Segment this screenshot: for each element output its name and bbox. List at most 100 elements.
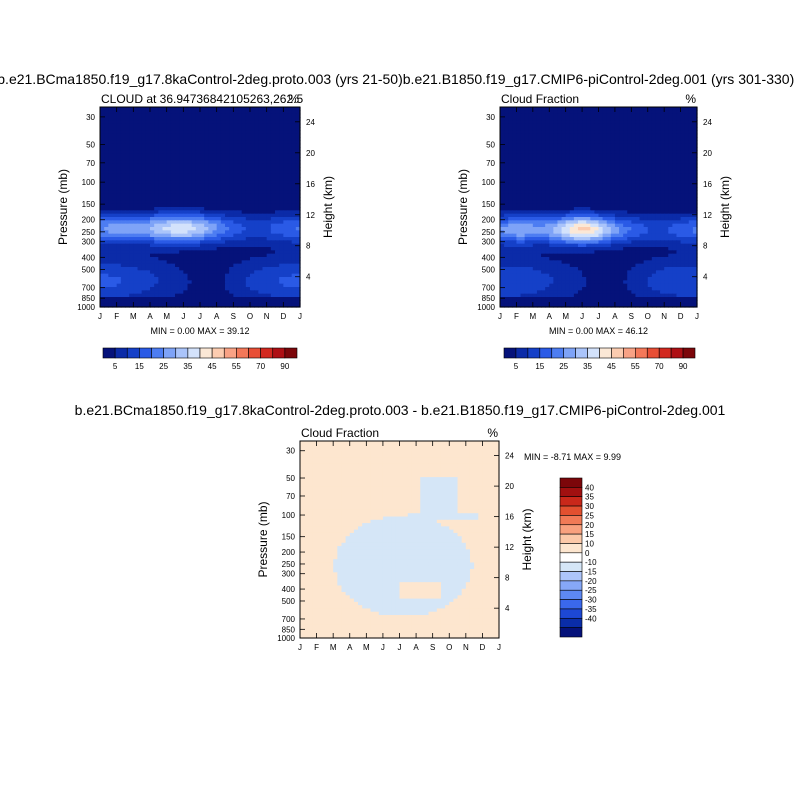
field-cell [237, 203, 243, 208]
field-cell [275, 107, 280, 111]
field-cell [104, 113, 109, 118]
field-cell [125, 167, 130, 171]
field-cell [112, 153, 118, 158]
field-cell [108, 237, 114, 241]
field-cell [154, 263, 159, 268]
field-cell [216, 130, 222, 135]
field-cell [100, 117, 105, 121]
field-cell [237, 197, 243, 201]
field-cell [212, 137, 218, 141]
field-cell [225, 143, 230, 148]
field-cell [241, 133, 247, 138]
field-cell [150, 253, 155, 258]
field-cell [141, 137, 147, 141]
field-cell [120, 177, 126, 181]
field-cell [100, 123, 105, 128]
field-cell [108, 153, 114, 158]
field-cell [133, 237, 139, 241]
field-cell [170, 170, 176, 175]
field-cell [158, 243, 164, 248]
field-cell [295, 167, 301, 171]
field-cell [104, 130, 109, 135]
field-cell [287, 170, 293, 175]
field-cell [233, 157, 239, 161]
field-cell [291, 117, 297, 121]
field-cell [175, 183, 180, 188]
field-cell [183, 143, 189, 148]
field-cell [166, 143, 172, 148]
field-cell [237, 120, 243, 125]
field-cell [100, 253, 105, 258]
field-cell [275, 240, 280, 245]
field-cell [179, 187, 184, 191]
field-cell [237, 173, 243, 178]
field-cell [241, 153, 247, 158]
field-cell [166, 147, 172, 151]
field-cell [150, 210, 155, 215]
field-cell [287, 193, 293, 198]
field-cell [104, 217, 109, 221]
field-cell [212, 230, 218, 235]
field-cell [229, 237, 234, 241]
field-cell [241, 160, 247, 165]
field-cell [145, 263, 151, 268]
field-cell [279, 210, 284, 215]
field-cell [275, 220, 280, 225]
field-cell [266, 113, 272, 118]
field-cell [158, 267, 164, 271]
field-cell [295, 240, 301, 245]
field-cell [241, 210, 247, 215]
field-cell [187, 247, 193, 251]
field-cell [287, 207, 293, 211]
field-cell [108, 200, 114, 205]
field-cell [125, 223, 130, 228]
field-cell [125, 190, 130, 195]
field-cell [104, 223, 109, 228]
field-cell [200, 230, 205, 235]
field-cell [145, 127, 151, 131]
field-cell [145, 160, 151, 165]
field-cell [245, 210, 251, 215]
field-cell [204, 130, 209, 135]
field-cell [170, 177, 176, 181]
field-cell [266, 233, 272, 238]
field-cell [233, 263, 239, 268]
field-cell [108, 177, 114, 181]
field-cell [179, 130, 184, 135]
field-cell [145, 227, 151, 231]
field-cell [187, 113, 193, 118]
field-cell [108, 240, 114, 245]
field-cell [287, 210, 293, 215]
field-cell [237, 227, 243, 231]
field-cell [175, 217, 180, 221]
field-cell [175, 113, 180, 118]
field-cell [229, 117, 234, 121]
field-cell [204, 217, 209, 221]
x-tick-label: M [163, 312, 170, 321]
field-cell [262, 147, 268, 151]
field-cell [137, 183, 143, 188]
field-cell [175, 110, 180, 115]
field-cell [162, 120, 168, 125]
field-cell [133, 263, 139, 268]
field-cell [116, 233, 122, 238]
field-cell [250, 197, 255, 201]
field-cell [258, 243, 264, 248]
field-cell [162, 180, 168, 185]
field-cell [137, 257, 143, 261]
field-cell [262, 133, 268, 138]
field-cell [225, 110, 230, 115]
field-cell [158, 203, 164, 208]
field-cell [229, 250, 234, 255]
field-cell [170, 207, 176, 211]
colorbar-label: 45 [208, 362, 217, 371]
field-cell [154, 230, 159, 235]
field-cell [116, 263, 122, 268]
field-cell [279, 253, 284, 258]
field-cell [220, 163, 226, 168]
y-tick-label: 250 [82, 228, 96, 237]
field-cell [220, 137, 226, 141]
field-cell [120, 137, 126, 141]
field-cell [175, 227, 180, 231]
field-cell [237, 113, 243, 118]
